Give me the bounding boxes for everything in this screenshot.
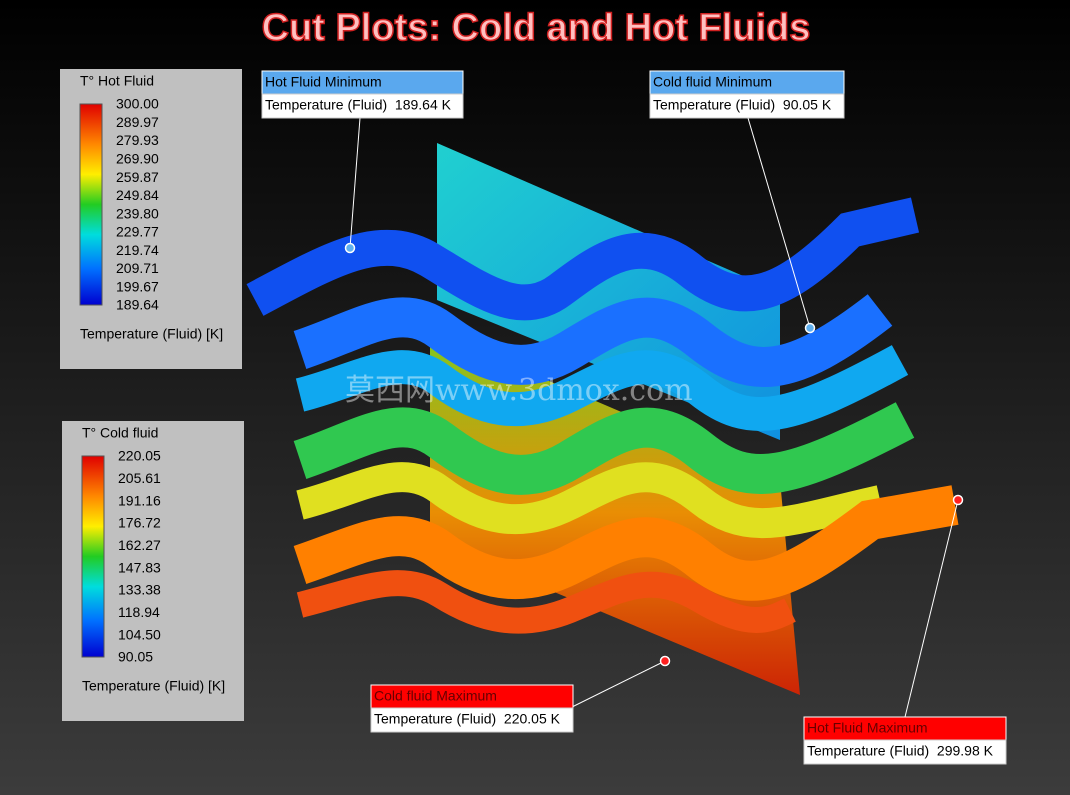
legend-tick-label: 300.00 bbox=[116, 96, 159, 112]
legend-tick-label: 220.05 bbox=[118, 448, 161, 464]
callouts: Hot Fluid Minimum Temperature (Fluid) 189… bbox=[261, 70, 1007, 765]
probe-point bbox=[804, 322, 816, 334]
callout-header: Cold fluid Maximum bbox=[374, 688, 497, 704]
legend-tick-label: 279.93 bbox=[116, 132, 159, 148]
legend-tick-label: 147.83 bbox=[118, 559, 161, 575]
probe-point bbox=[952, 494, 964, 506]
legend-tick-label: 176.72 bbox=[118, 515, 161, 531]
callout-body: Temperature (Fluid) 220.05 K bbox=[374, 711, 561, 727]
hot-fluid-legend: T° Hot Fluid Temperature (Fluid) [K] 300… bbox=[60, 69, 242, 369]
legend-tick-label: 104.50 bbox=[118, 626, 161, 642]
legend-tick-label: 133.38 bbox=[118, 582, 161, 598]
legend-title: T° Cold fluid bbox=[82, 425, 158, 441]
legend-tick-label: 118.94 bbox=[118, 604, 160, 620]
legend-tick-label: 249.84 bbox=[116, 187, 159, 203]
cold-fluid-legend: T° Cold fluid Temperature (Fluid) [K] 22… bbox=[62, 421, 244, 721]
legend-tick-label: 289.97 bbox=[116, 114, 159, 130]
slide-title: Cut Plots: Cold and Hot Fluids bbox=[262, 7, 811, 49]
callout-body-bg bbox=[370, 707, 574, 733]
probe-point bbox=[659, 655, 671, 667]
callout-body-bg bbox=[649, 93, 845, 119]
legend-tick-label: 189.64 bbox=[116, 297, 159, 313]
leader-line bbox=[904, 499, 959, 718]
legend-tick-label: 90.05 bbox=[118, 649, 153, 665]
legend-tick-label: 191.16 bbox=[118, 492, 161, 508]
legend-unit: Temperature (Fluid) [K] bbox=[80, 326, 223, 342]
legend-title: T° Hot Fluid bbox=[80, 73, 154, 89]
callout-header: Cold fluid Minimum bbox=[653, 74, 772, 90]
legend-tick-label: 229.77 bbox=[116, 224, 159, 240]
legend-tick-label: 239.80 bbox=[116, 205, 159, 221]
probe-point bbox=[344, 242, 356, 254]
cut-plot-geometry: 莫西网www.3dmox.com bbox=[246, 143, 959, 695]
leader-line bbox=[569, 660, 666, 709]
callout-body: Temperature (Fluid) 299.98 K bbox=[807, 743, 994, 759]
callout-body: Temperature (Fluid) 90.05 K bbox=[653, 97, 832, 113]
legend-unit: Temperature (Fluid) [K] bbox=[82, 678, 225, 694]
legend-tick-label: 205.61 bbox=[118, 470, 161, 486]
callout-header: Hot Fluid Minimum bbox=[265, 74, 382, 90]
legend-tick-label: 269.90 bbox=[116, 151, 159, 167]
leader-line bbox=[747, 117, 811, 329]
callout-body-bg bbox=[261, 93, 464, 119]
callout-header: Hot Fluid Maximum bbox=[807, 720, 928, 736]
legend-tick-label: 259.87 bbox=[116, 169, 159, 185]
legend-tick-label: 209.71 bbox=[116, 260, 159, 276]
callout-body-bg bbox=[803, 739, 1007, 765]
legend-tick-label: 199.67 bbox=[116, 278, 159, 294]
watermark: 莫西网www.3dmox.com bbox=[345, 373, 693, 408]
callout-body: Temperature (Fluid) 189.64 K bbox=[265, 97, 452, 113]
legend-tick-label: 219.74 bbox=[116, 242, 159, 258]
leader-line bbox=[349, 117, 361, 249]
legend-tick-label: 162.27 bbox=[118, 537, 161, 553]
